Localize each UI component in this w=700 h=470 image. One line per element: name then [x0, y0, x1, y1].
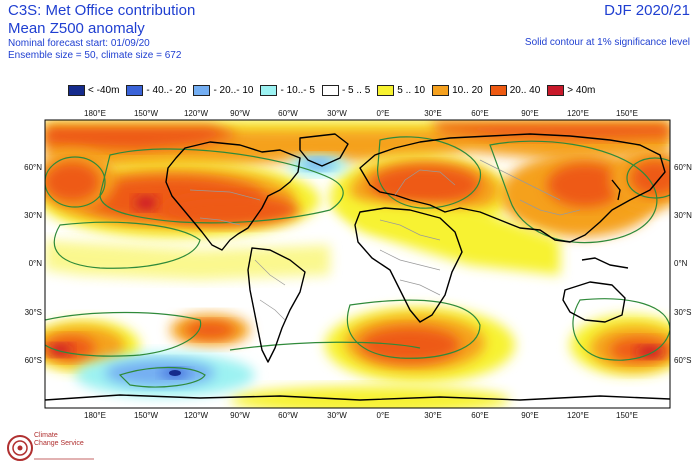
- longitude-label: 60°E: [471, 109, 488, 118]
- greenland-coast: [299, 133, 349, 167]
- product-title: C3S: Met Office contribution: [8, 2, 196, 19]
- legend-item: 20.. 40: [489, 84, 541, 96]
- latitude-label: 60°S: [674, 356, 691, 365]
- legend-label: 20.. 40: [509, 84, 541, 96]
- legend-label: - 20..- 10: [213, 84, 254, 96]
- legend-swatch: [321, 84, 339, 96]
- longitude-label: 120°E: [567, 411, 589, 420]
- legend-swatch: [68, 84, 85, 96]
- longitude-label: 30°E: [424, 411, 441, 420]
- legend-swatch: [432, 84, 450, 96]
- country-borders: [189, 159, 581, 321]
- legend-item: - 40..- 20: [126, 84, 187, 96]
- legend-swatch: [489, 84, 507, 96]
- legend-item: < -40m: [68, 84, 120, 96]
- latitude-label: 60°N: [674, 163, 692, 172]
- logo-text: Climate Change Service: [34, 432, 84, 448]
- season-label: DJF 2020/21: [604, 2, 690, 19]
- longitude-label: 30°E: [424, 109, 441, 118]
- legend-label: 10.. 20: [452, 84, 483, 96]
- legend-label: < -40m: [88, 84, 120, 96]
- north-america-coast: [165, 141, 301, 251]
- longitude-labels-bottom: 180°E 150°W 120°W 90°W 60°W 30°W 0°E 30°E 60°E 90…: [84, 411, 638, 420]
- longitude-label: 150°W: [134, 411, 159, 420]
- anomaly-map: 180°E 150°W 120°W 90°W 60°W 30°W 0°E 30°E 60°E 90…: [0, 100, 700, 420]
- coastlines: [45, 133, 670, 401]
- longitude-label: 30°W: [327, 411, 347, 420]
- legend-item: - 10..- 5: [260, 84, 315, 96]
- legend-item: - 5 .. 5: [321, 84, 371, 96]
- eurasia-coast: [359, 133, 666, 243]
- longitude-label: 90°E: [521, 109, 538, 118]
- latitude-label: 30°S: [674, 308, 691, 317]
- latitude-label: 0°N: [674, 259, 688, 268]
- legend-swatch: [260, 84, 278, 96]
- longitude-label: 60°W: [278, 109, 298, 118]
- legend-item: > 40m: [547, 84, 596, 96]
- map-frame: [44, 119, 671, 409]
- latitude-label: 60°S: [25, 356, 42, 365]
- longitude-label: 0°E: [377, 411, 390, 420]
- legend-label: - 5 .. 5: [341, 84, 371, 96]
- map-svg: 180°E 150°W 120°W 90°W 60°W 30°W 0°E 30°E 60°E 90…: [24, 109, 692, 420]
- legend-label: - 40..- 20: [146, 84, 187, 96]
- latitude-label: 30°S: [25, 308, 42, 317]
- latitude-label: 30°N: [24, 211, 42, 220]
- header-right: DJF 2020/21 Solid contour at 1% signific…: [525, 2, 690, 49]
- longitude-label: 60°W: [278, 411, 298, 420]
- significance-contours: [45, 136, 670, 388]
- legend-swatch: [193, 84, 211, 96]
- south-america-coast: [247, 247, 306, 363]
- header-left: C3S: Met Office contribution Mean Z500 a…: [8, 2, 195, 62]
- longitude-labels-top: 180°E 150°W 120°W 90°W 60°W 30°W 0°E 30°E 60°E 90…: [84, 109, 638, 118]
- africa-coast: [354, 207, 463, 323]
- c3s-logo-graphic: [7, 435, 94, 461]
- longitude-label: 120°E: [567, 109, 589, 118]
- antarctica-coast: [45, 394, 670, 401]
- longitude-label: 150°E: [616, 109, 638, 118]
- legend-swatch: [377, 84, 395, 96]
- longitude-label: 60°E: [471, 411, 488, 420]
- longitude-label: 120°W: [184, 109, 209, 118]
- longitude-label: 150°W: [134, 109, 159, 118]
- longitude-label: 120°W: [184, 411, 209, 420]
- legend-label: - 10..- 5: [280, 84, 315, 96]
- latitude-labels-right: 60°N 30°N 0°N 30°S 60°S: [674, 163, 692, 365]
- legend-label: > 40m: [567, 84, 596, 96]
- latitude-label: 0°N: [29, 259, 43, 268]
- anomaly-fields: [45, 120, 670, 408]
- logo-line1: Climate: [34, 432, 58, 439]
- logo-line2: Change Service: [34, 440, 84, 447]
- latitude-label: 60°N: [24, 163, 42, 172]
- legend-item: - 20..- 10: [193, 84, 254, 96]
- legend-swatch: [547, 84, 565, 96]
- australia-coast: [562, 281, 626, 323]
- longitude-label: 180°E: [84, 109, 106, 118]
- legend-item: 5 .. 10: [377, 84, 426, 96]
- longitude-label: 90°W: [230, 411, 250, 420]
- legend-swatch: [126, 84, 144, 96]
- longitude-label: 30°W: [327, 109, 347, 118]
- color-legend: < -40m - 40..- 20 - 20..- 10 - 10..- 5 - 5 .…: [68, 83, 602, 97]
- significance-note: Solid contour at 1% significance level: [524, 37, 690, 48]
- longitude-label: 90°E: [521, 411, 538, 420]
- latitude-labels-left: 60°N 30°N 0°N 30°S 60°S: [24, 163, 42, 365]
- latitude-label: 30°N: [674, 211, 692, 220]
- forecast-start: Nominal forecast start: 01/09/20: [8, 38, 150, 49]
- longitude-label: 180°E: [84, 411, 106, 420]
- variable-title: Mean Z500 anomaly: [8, 20, 145, 37]
- legend-label: 5 .. 10: [397, 84, 426, 96]
- longitude-label: 150°E: [616, 411, 638, 420]
- longitude-label: 90°W: [230, 109, 250, 118]
- legend-item: 10.. 20: [432, 84, 483, 96]
- ensemble-size: Ensemble size = 50, climate size = 672: [8, 50, 182, 61]
- longitude-label: 0°E: [377, 109, 390, 118]
